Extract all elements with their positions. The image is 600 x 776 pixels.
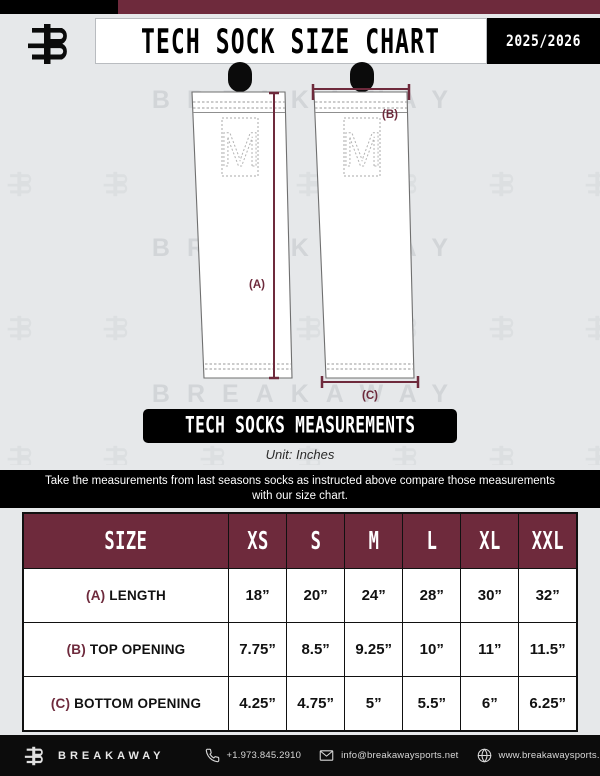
breakaway-b-watermark-icon [293, 312, 327, 344]
size-chart-table-wrap: SIZE XS S M L XL XXL (A) LENGTH 18” 20” … [22, 512, 578, 732]
measurements-section-title: TECH SOCKS MEASUREMENTS [143, 409, 457, 443]
page-footer: BREAKAWAY +1.973.845.2910 info@breakaway… [0, 735, 600, 776]
size-chart-table: SIZE XS S M L XL XXL (A) LENGTH 18” 20” … [22, 512, 578, 732]
breakaway-b-watermark-icon [486, 168, 520, 200]
column-header-s: S [286, 512, 346, 569]
measurements-title-text: TECH SOCKS MEASUREMENTS [184, 413, 416, 439]
cell-bottom-opening-l: 5.5” [402, 676, 462, 732]
cell-top-opening-s: 8.5” [286, 622, 346, 677]
measure-label-a: (A) [249, 279, 265, 291]
cell-bottom-opening-s: 4.75” [286, 676, 346, 732]
column-header-xl: XL [460, 512, 520, 569]
globe-icon [477, 748, 492, 763]
cell-top-opening-xl: 11” [460, 622, 520, 677]
sock-diagrams: M (A) M (B) [0, 60, 600, 405]
footer-email-text: info@breakawaysports.net [341, 750, 459, 761]
instruction-band: Take the measurements from last seasons … [0, 470, 600, 508]
footer-contacts: +1.973.845.2910 info@breakawaysports.net… [205, 748, 600, 763]
breakaway-b-watermark-icon [582, 442, 600, 465]
cell-bottom-opening-m: 5” [344, 676, 404, 732]
page-title-box: TECH SOCK SIZE CHART [95, 18, 487, 64]
cell-length-xl: 30” [460, 568, 520, 623]
watermark-text: BREAKAWAY [151, 380, 466, 408]
breakaway-b-logo-icon [22, 18, 78, 70]
breakaway-b-watermark-icon [4, 312, 38, 344]
breakaway-b-logo-icon [22, 744, 48, 768]
table-row: (A) LENGTH 18” 20” 24” 28” 30” 32” [22, 568, 578, 623]
footer-phone[interactable]: +1.973.845.2910 [205, 748, 302, 763]
measure-label-b: (B) [382, 109, 398, 121]
sock-logo-placeholder: M [342, 124, 382, 177]
cell-top-opening-xs: 7.75” [227, 622, 288, 677]
column-header-xxl: XXL [518, 512, 578, 569]
cell-length-xxl: 32” [518, 568, 578, 623]
cell-length-l: 28” [402, 568, 462, 623]
table-row: (C) BOTTOM OPENING 4.25” 4.75” 5” 5.5” 6… [22, 676, 578, 732]
cell-length-m: 24” [344, 568, 404, 623]
top-color-strip [0, 0, 600, 14]
season-label: 2025/2026 [506, 31, 581, 51]
cell-bottom-opening-xl: 6” [460, 676, 520, 732]
cell-length-s: 20” [286, 568, 346, 623]
footer-website[interactable]: www.breakawaysports.net [477, 748, 600, 763]
breakaway-b-watermark-icon [293, 442, 327, 465]
measure-label-c: (C) [362, 390, 378, 402]
cell-top-opening-l: 10” [402, 622, 462, 677]
cell-length-xs: 18” [227, 568, 288, 623]
column-header-size: SIZE [22, 512, 229, 569]
table-header-row: SIZE XS S M L XL XXL [22, 512, 578, 569]
breakaway-b-watermark-icon [4, 442, 38, 465]
column-header-m: M [344, 512, 404, 569]
unit-label: Unit: Inches [265, 447, 335, 462]
watermark-logo-row [0, 442, 600, 465]
breakaway-b-watermark-icon [100, 168, 134, 200]
row-label-bottom-opening: (C) BOTTOM OPENING [22, 676, 229, 732]
table-row: (B) TOP OPENING 7.75” 8.5” 9.25” 10” 11”… [22, 622, 578, 677]
breakaway-b-watermark-icon [582, 312, 600, 344]
page-header: TECH SOCK SIZE CHART 2025/2026 [0, 14, 600, 72]
breakaway-b-watermark-icon [389, 442, 423, 465]
sock-opening-diagram: M (B) (C) [311, 62, 420, 402]
breakaway-b-watermark-icon [197, 442, 231, 465]
season-badge: 2025/2026 [487, 18, 600, 64]
top-strip-maroon [118, 0, 600, 14]
breakaway-b-watermark-icon [4, 168, 38, 200]
sock-logo-placeholder: M [220, 124, 260, 177]
column-header-xs: XS [227, 512, 288, 569]
cell-bottom-opening-xs: 4.25” [227, 676, 288, 732]
footer-brand-name: BREAKAWAY [58, 749, 165, 762]
cell-bottom-opening-xxl: 6.25” [518, 676, 578, 732]
breakaway-b-watermark-icon [100, 442, 134, 465]
cell-top-opening-m: 9.25” [344, 622, 404, 677]
footer-email[interactable]: info@breakawaysports.net [319, 748, 458, 763]
breakaway-b-watermark-icon [293, 168, 327, 200]
row-label-top-opening: (B) TOP OPENING [22, 622, 229, 677]
footer-phone-text: +1.973.845.2910 [226, 750, 302, 761]
breakaway-b-watermark-icon [486, 312, 520, 344]
row-label-length: (A) LENGTH [22, 568, 229, 623]
column-header-l: L [402, 512, 462, 569]
breakaway-b-watermark-icon [582, 168, 600, 200]
page-title: TECH SOCK SIZE CHART [141, 21, 441, 61]
breakaway-b-watermark-icon [486, 442, 520, 465]
breakaway-b-watermark-icon [100, 312, 134, 344]
footer-website-text: www.breakawaysports.net [498, 750, 600, 761]
envelope-icon [319, 748, 334, 763]
top-strip-black [0, 0, 118, 14]
phone-icon [205, 748, 220, 763]
cell-top-opening-xxl: 11.5” [518, 622, 578, 677]
sock-length-diagram: M (A) [191, 62, 293, 380]
